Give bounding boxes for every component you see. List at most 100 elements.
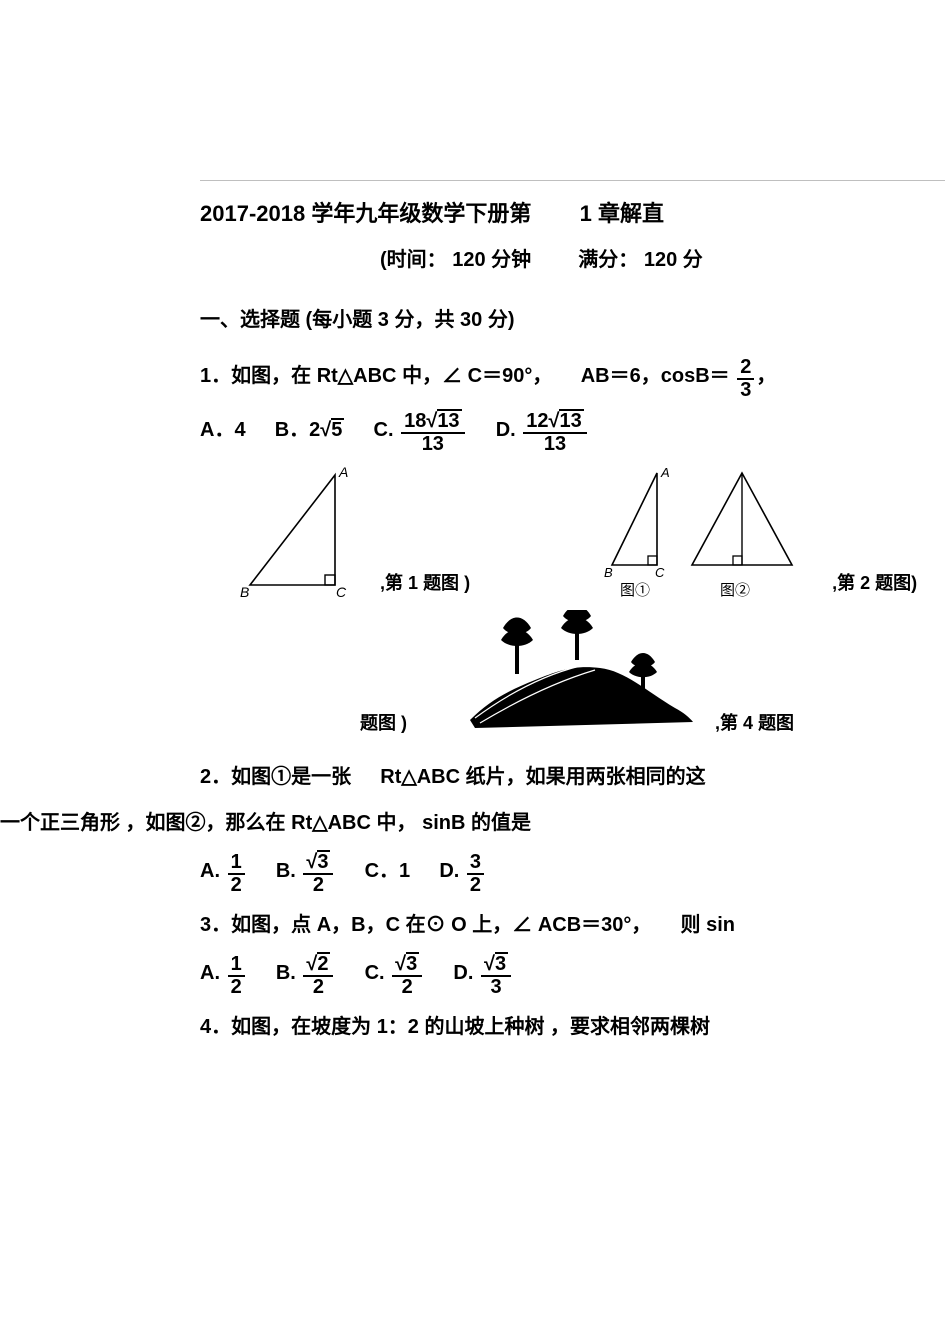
q3-optC-den: 2 [392,977,422,998]
q3-optB-frac: 2 2 [303,952,333,998]
q1-C: C＝90° [468,365,533,387]
q2-optB-frac: 3 2 [303,850,333,896]
q3-optC-rad: 3 [406,952,419,974]
q3-optC-sqrt: 3 [395,952,419,975]
title-text: 学年九年级数学下册第 [311,201,531,226]
q1-optA: A．4 [200,419,246,441]
q2-text: 2．如图①是一张 Rt△ABC 纸片，如果用两张相同的这 [200,758,945,796]
slope-trees-icon [465,610,695,740]
q2-optC: C．1 [365,860,411,882]
q1-optB: B．2 [275,419,321,441]
q1-b: 中，∠ [402,365,462,387]
q3-optA-label: A. [200,962,220,984]
q4-figcap-a: ,第 [715,713,738,733]
q1-c1: ， [532,365,552,387]
svg-text:A: A [660,465,670,480]
q1-options: A．4 B．25 C. 1813 13 D. 1213 13 [200,409,945,455]
q3-optC-num: 3 [392,952,422,977]
q1-optC-rad: 13 [437,409,461,431]
q4-a: ．如图，在坡度为 [211,1016,371,1038]
q1-rt: Rt△ABC [317,365,397,387]
q3-options: A. 1 2 B. 2 2 C. 3 2 D. 3 3 [200,952,945,998]
q2-l2a: 一个正三角形 ，如图②，那么在 [0,812,286,834]
q1-optB-rad: 5 [331,418,344,440]
q2-figcap-n: 2 [860,573,870,593]
fig-row-2: 题图 ) ,第 4 题图 [360,610,945,740]
section1-a: 一、选择题 (每小题 [200,309,372,331]
title-chap-n: 1 [580,201,592,226]
q2-a: ．如图①是一张 [211,766,351,788]
q3-c: 上，∠ [472,914,532,936]
q1-label: 1 [200,365,211,387]
q1-optD-label: D. [496,419,516,441]
section-1-heading: 一、选择题 (每小题 3 分，共 30 分) [200,301,945,339]
q1-optC-label: C. [374,419,394,441]
q2-optD-frac: 3 2 [467,852,484,896]
q1-frac: 2 3 [737,357,754,401]
doc-title: 2017-2018 学年九年级数学下册第 1 章解直 [200,193,945,235]
q3-optD-den: 3 [481,977,511,998]
q3-optC-label: C. [365,962,385,984]
q3-optB-label: B. [276,962,296,984]
two-triangles-icon: A B C 图① 图② [602,465,812,600]
title-chap-rest: 章解直 [598,201,664,226]
q2-optA-frac: 1 2 [228,852,245,896]
section1-total: 30 [460,309,482,331]
q1-optC-sqrt: 13 [426,409,461,432]
top-rule [200,180,945,181]
q3-sin: sin [706,914,735,936]
svg-text:C: C [336,584,347,600]
q2-optD-label: D. [439,860,459,882]
q1-AB: AB＝6 [581,365,641,387]
q3-O: O [451,914,467,936]
q4-ratio: 1：2 [377,1016,419,1038]
q1-optD-sqrt: 13 [549,409,584,432]
fig-row-1: A B C ,第 1 题图 ) A B C 图① 图② ,第 2 题图) [240,465,945,600]
q2-optB-den: 2 [303,875,333,896]
meta-score-value: 120 [644,249,677,271]
q2-b: 纸片，如果用两张相同的这 [466,766,706,788]
q3-comma: ， [631,914,651,936]
section1-end: 分) [488,309,515,331]
q1-a: ．如图，在 [211,365,311,387]
q3-optB-rad: 2 [317,952,330,974]
meta-score-label: 满分： [578,249,638,271]
svg-text:A: A [338,465,348,480]
q1-text: 1．如图，在 Rt△ABC 中，∠ C＝90°， AB＝6，cosB＝ 2 3 … [200,357,945,401]
q3-optA-num: 1 [228,954,245,977]
q1-frac-den: 3 [737,380,754,401]
q1-cos: ，cosB＝ [641,365,730,387]
q2-l2b: 中， [377,812,417,834]
q4-text: 4．如图，在坡度为 1：2 的山坡上种树 ，要求相邻两棵树 [200,1008,945,1046]
q3-then: 则 [681,914,701,936]
q2-options: A. 1 2 B. 3 2 C．1 D. 3 2 [200,850,945,896]
q1-frac-num: 2 [737,357,754,380]
q4-figcap-n: 4 [743,713,753,733]
triangle-abc-icon: A B C [240,465,360,600]
q2-optB-num: 3 [303,850,333,875]
q1-figcap: ,第 1 题图 ) [380,566,470,600]
q3-optD-rad: 3 [495,952,508,974]
q2-label: 2 [200,766,211,788]
q1-figcap-b: 题图 ) [423,573,470,593]
q1-optD-den: 13 [523,434,586,455]
q2-l2rt: Rt△ABC [291,812,371,834]
q3-a: ．如图，点 [211,914,311,936]
q4-figcap-b: 题图 [758,713,794,733]
q3-optD-num: 3 [481,952,511,977]
q2-optB-label: B. [276,860,296,882]
q4-b: 的山坡上种树 ，要求相邻两棵树 [425,1016,711,1038]
q4-figcap: ,第 4 题图 [715,706,794,740]
q1-optC-num: 1813 [401,409,464,434]
q1-optC-coef: 18 [404,410,426,432]
q3-text: 3．如图，点 A，B，C 在⊙ O 上，∠ ACB＝30°， 则 sin [200,906,945,944]
q2-optA-num: 1 [228,852,245,875]
q3-optB-den: 2 [303,977,333,998]
meta-score-unit: 分 [683,249,703,271]
q1-optD-num: 1213 [523,409,586,434]
q3-figcap: 题图 ) [360,706,407,740]
meta-time-unit: 分钟 [491,249,531,271]
doc-meta: (时间： 120 分钟 满分： 120 分 [200,241,945,279]
svg-text:B: B [240,584,249,600]
svg-text:图②: 图② [720,582,750,599]
